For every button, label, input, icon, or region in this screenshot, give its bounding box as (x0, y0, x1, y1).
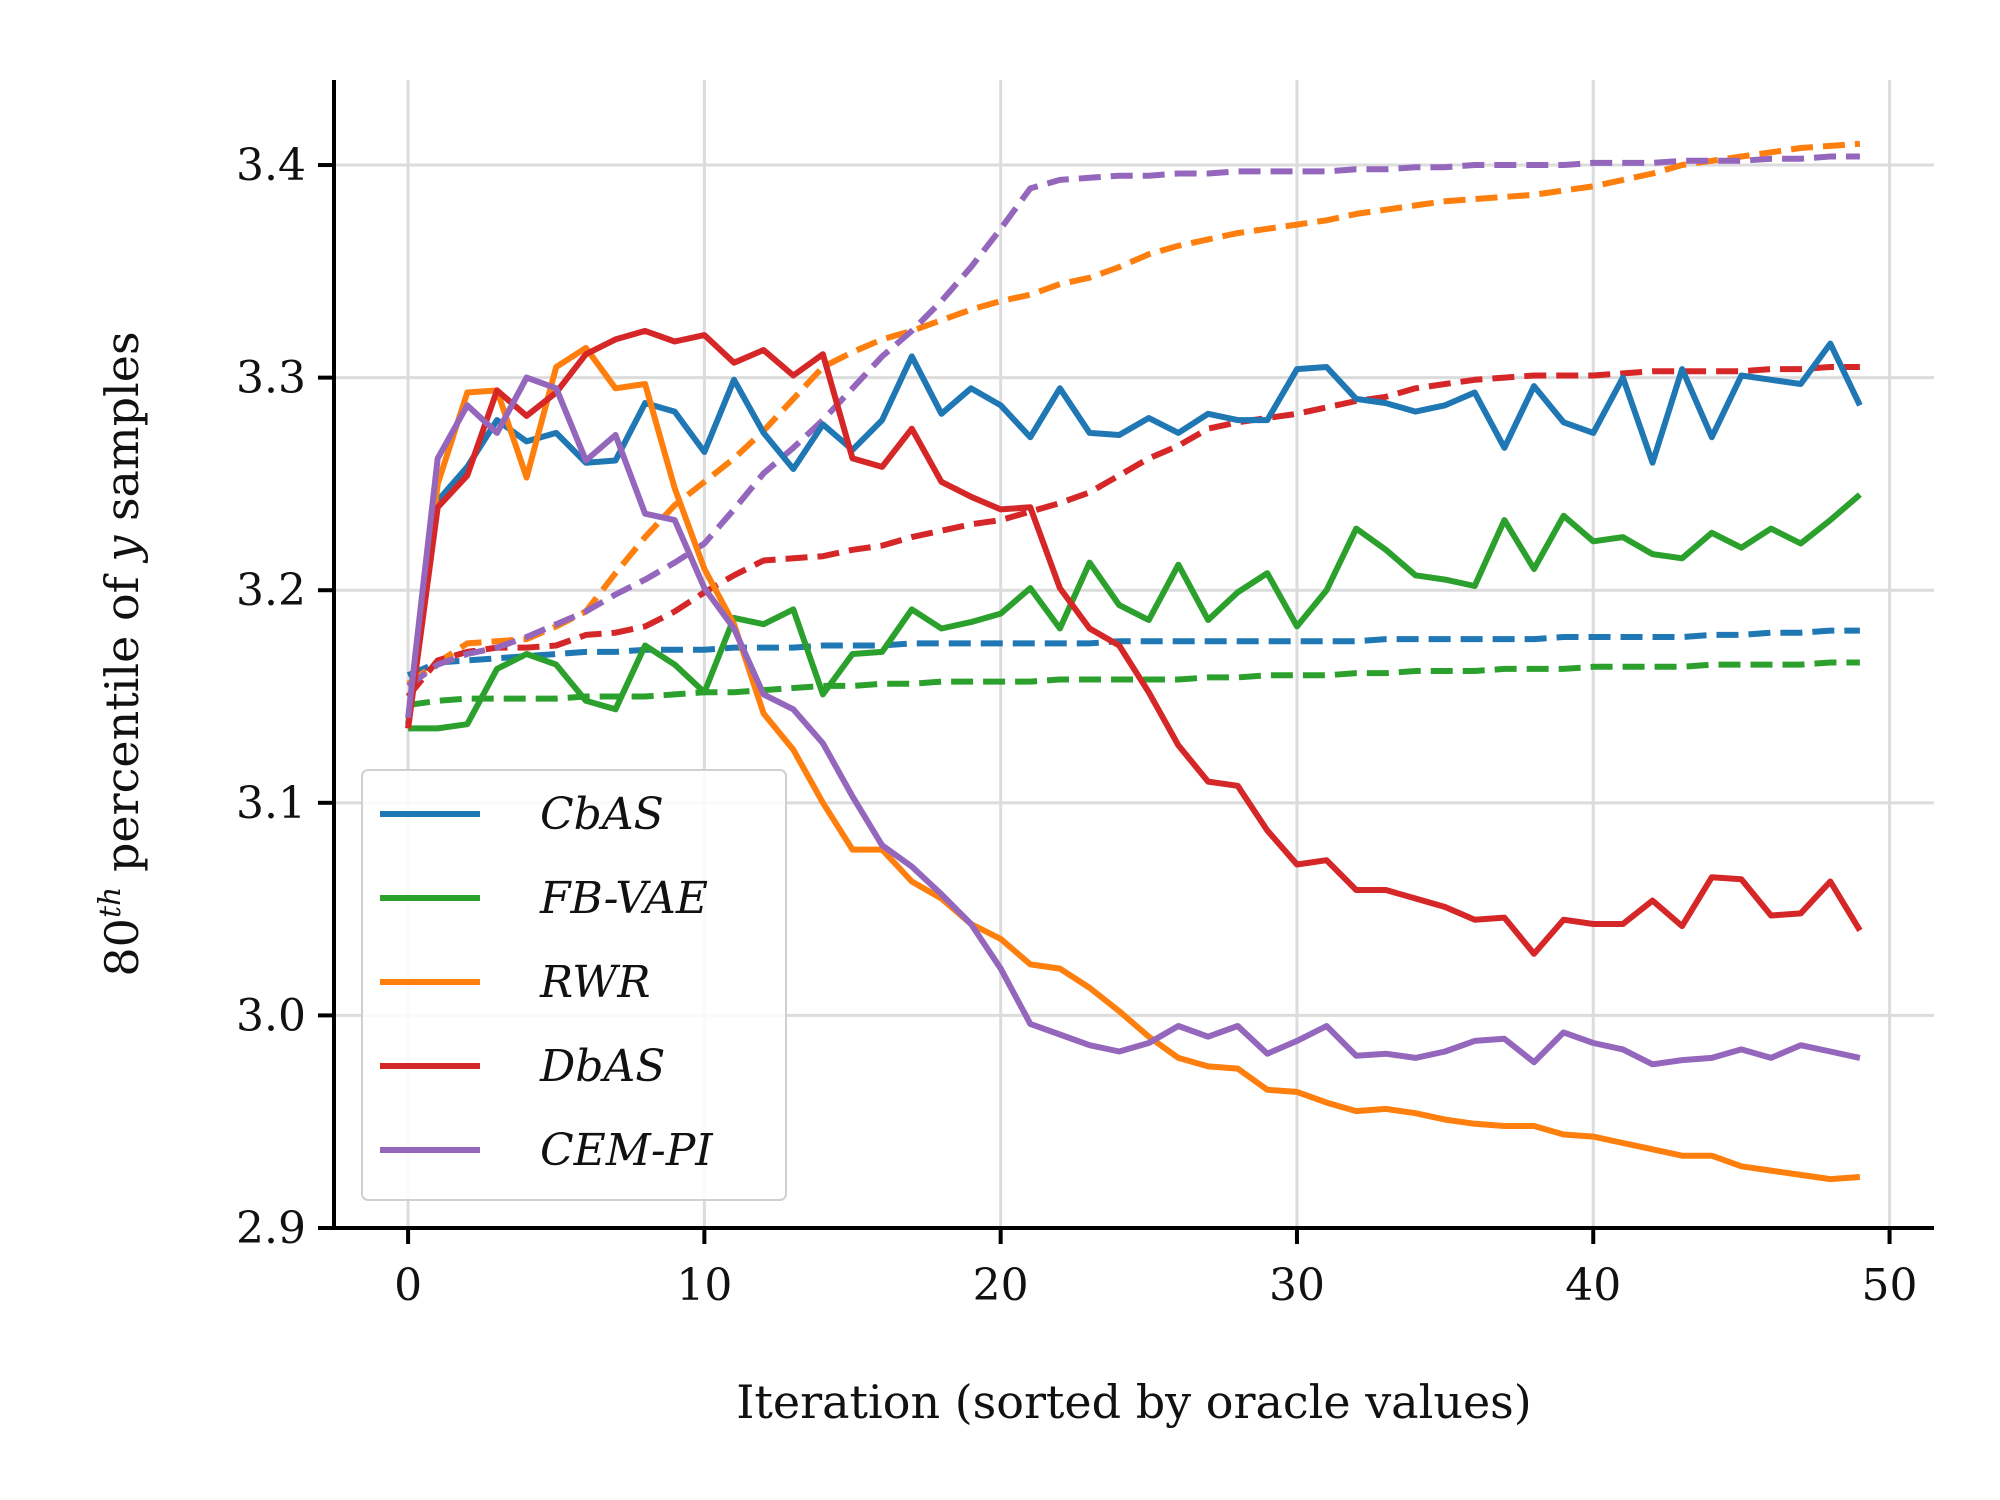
axes (332, 80, 1934, 1230)
legend-box (361, 769, 787, 1201)
legend-label-0: CbAS (540, 789, 664, 840)
series-line-fb-vae-dashed (407, 659, 1860, 708)
x-tick-label-2: 20 (973, 1260, 1029, 1311)
y-title-end: samples (95, 331, 149, 535)
y-tick-label-3: 3.2 (236, 565, 306, 616)
y-title-base: 80 (95, 918, 149, 977)
y-tick-label-5: 3.4 (236, 140, 306, 191)
series-line-dbas-dashed (405, 364, 1860, 699)
y-tick-label-1: 3.0 (236, 990, 306, 1041)
x-tick-label-3: 30 (1269, 1260, 1325, 1311)
x-tick-label-5: 50 (1862, 1260, 1918, 1311)
x-axis-title: Iteration (sorted by oracle values) (736, 1375, 1531, 1429)
x-tick-label-1: 10 (676, 1260, 732, 1311)
series-line-cem-pi-dashed (406, 153, 1860, 689)
y-tick-label-4: 3.3 (236, 353, 306, 404)
x-tick-label-0: 0 (394, 1260, 422, 1311)
series-line-rwr-dashed (406, 140, 1861, 687)
legend-label-3: DbAS (539, 1041, 665, 1092)
legend-label-4: CEM-PI (540, 1125, 714, 1176)
series-line-fb-vae (408, 492, 1862, 732)
y-ticks: 2.9 3.0 3.1 3.2 3.3 3.4 (236, 140, 334, 1254)
series-line-cem-pi (405, 374, 1861, 1068)
y-title-mid: percentile of (95, 562, 149, 887)
y-tick-label-2: 3.1 (236, 778, 306, 829)
y-axis-title: 80th percentile of y samples (93, 331, 149, 976)
legend-label-1: FB-VAE (539, 873, 708, 924)
y-title-var: y (95, 535, 149, 564)
legend: CbAS FB-VAE RWR DbAS CEM-PI (361, 769, 787, 1201)
legend-label-2: RWR (539, 957, 651, 1008)
y-title-sup: th (93, 887, 128, 918)
y-tick-label-0: 2.9 (236, 1203, 306, 1254)
x-tick-label-4: 40 (1565, 1260, 1621, 1311)
x-ticks: 0 10 20 30 40 50 (394, 1228, 1918, 1311)
series-line-rwr (405, 344, 1861, 1183)
series-layer (405, 140, 1863, 1183)
series-line-dbas (405, 327, 1863, 957)
